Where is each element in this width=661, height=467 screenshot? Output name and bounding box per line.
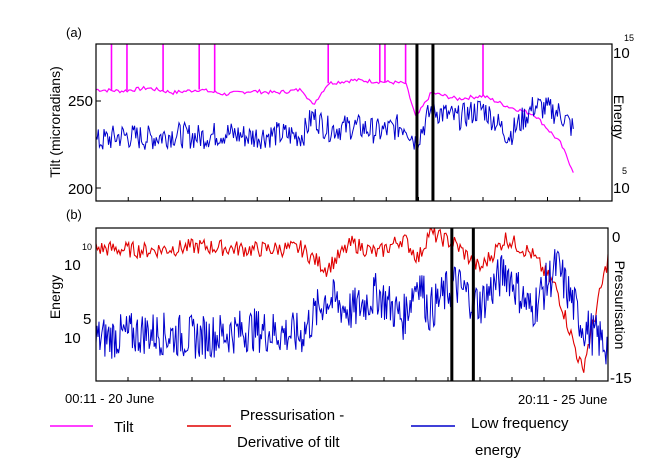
series-tilt-line [95, 77, 574, 173]
legend: Tilt Pressurisation - Derivative of tilt… [50, 407, 569, 459]
series-energy-b-line [95, 249, 609, 365]
panel-a-ytick-right-base-1: 10 [613, 45, 630, 62]
panel-b: (b) 10 10 10 5 Energy 0 -15 Pressurisati… [47, 207, 632, 387]
panel-b-ytick-base-2: 10 [64, 330, 81, 347]
panel-b-ylabel-left: Energy [47, 275, 63, 319]
panel-b-frame [95, 227, 609, 382]
panel-a-ytick-right-base-2: 10 [613, 180, 630, 197]
x-end-label: 20:11 - 25 June [518, 392, 607, 407]
panel-a-ylabel-left: Tilt (microradians) [47, 66, 63, 178]
panel-b-label: (b) [66, 207, 82, 222]
legend-label-tilt: Tilt [114, 419, 134, 436]
panel-b-ytick-exp-1: 10 [82, 242, 92, 252]
panel-b-ytick-right-minus15: -15 [610, 370, 632, 387]
panel-a-series [95, 44, 581, 201]
panel-a-frame [95, 43, 613, 202]
panel-a-ytick-right-exp-2: 5 [622, 166, 627, 176]
panel-a-label: (a) [66, 25, 82, 40]
panel-a-ytick-label-200: 200 [68, 181, 93, 198]
panel-a: (a) 250 200 Tilt (microradians) 10 15 10… [47, 25, 634, 202]
series-pressurisation-line [95, 227, 609, 373]
legend-label-pressurisation-2: Derivative of tilt [237, 434, 340, 451]
panel-a-ytick-right-exp-1: 15 [624, 33, 634, 43]
panel-b-ylabel-right: Pressurisation [612, 261, 628, 350]
panel-a-ytick-label-250: 250 [68, 93, 93, 110]
panel-b-ytick-base-1: 10 [64, 257, 81, 274]
panel-b-series [95, 227, 609, 381]
legend-label-energy-2: energy [475, 442, 521, 459]
x-start-label: 00:11 - 20 June [65, 391, 154, 406]
legend-label-energy-1: Low frequency [471, 415, 569, 432]
panel-a-ylabel-right: Energy [611, 95, 627, 139]
panel-b-ytick-right-0: 0 [612, 229, 620, 246]
panel-b-ytick-exp-2: 5 [83, 311, 91, 328]
series-energy-a-line [95, 97, 574, 151]
legend-label-pressurisation-1: Pressurisation - [240, 407, 344, 424]
